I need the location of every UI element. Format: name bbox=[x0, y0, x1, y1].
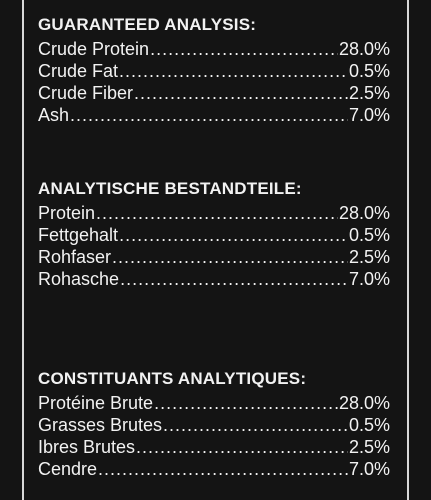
dot-leader bbox=[120, 268, 348, 290]
row-value: 0.5% bbox=[348, 61, 390, 81]
row-value: 2.5% bbox=[348, 247, 390, 267]
dot-leader bbox=[70, 104, 348, 126]
row-label: Cendre bbox=[38, 459, 98, 479]
row-label: Fettgehalt bbox=[38, 225, 119, 245]
analysis-row: Grasses Brutes 0.5% bbox=[38, 414, 390, 436]
row-value: 2.5% bbox=[348, 83, 390, 103]
row-value: 7.0% bbox=[348, 459, 390, 479]
row-value: 7.0% bbox=[348, 105, 390, 125]
row-label: Ash bbox=[38, 105, 70, 125]
dot-leader bbox=[150, 38, 338, 60]
section-title: GUARANTEED ANALYSIS: bbox=[38, 15, 257, 34]
row-value: 0.5% bbox=[348, 225, 390, 245]
analysis-row: Protéine Brute 28.0% bbox=[38, 392, 390, 414]
dot-leader bbox=[119, 60, 348, 82]
row-value: 28.0% bbox=[338, 39, 390, 59]
analysis-row: Rohasche 7.0% bbox=[38, 268, 390, 290]
row-label: Rohfaser bbox=[38, 247, 112, 267]
section-title: CONSTITUANTS ANALYTIQUES: bbox=[38, 369, 307, 388]
dot-leader bbox=[136, 436, 348, 458]
row-value: 28.0% bbox=[338, 203, 390, 223]
right-border-line bbox=[407, 0, 409, 500]
row-value: 2.5% bbox=[348, 437, 390, 457]
row-label: Ibres Brutes bbox=[38, 437, 136, 457]
analysis-row: Crude Fiber 2.5% bbox=[38, 82, 390, 104]
dot-leader bbox=[154, 392, 338, 414]
constituants-analytiques-section: CONSTITUANTS ANALYTIQUES: Protéine Brute… bbox=[38, 368, 390, 480]
row-label: Crude Fat bbox=[38, 61, 119, 81]
dot-leader bbox=[112, 246, 348, 268]
dot-leader bbox=[119, 224, 348, 246]
dot-leader bbox=[98, 458, 348, 480]
guaranteed-analysis-section: GUARANTEED ANALYSIS: Crude Protein 28.0%… bbox=[38, 14, 390, 126]
row-label: Crude Protein bbox=[38, 39, 150, 59]
row-value: 7.0% bbox=[348, 269, 390, 289]
left-border-line bbox=[22, 0, 24, 500]
dot-leader bbox=[134, 82, 348, 104]
analysis-row: Ash 7.0% bbox=[38, 104, 390, 126]
row-label: Crude Fiber bbox=[38, 83, 134, 103]
row-value: 28.0% bbox=[338, 393, 390, 413]
dot-leader bbox=[96, 202, 338, 224]
analysis-row: Crude Protein 28.0% bbox=[38, 38, 390, 60]
analysis-row: Fettgehalt 0.5% bbox=[38, 224, 390, 246]
row-label: Protéine Brute bbox=[38, 393, 154, 413]
analysis-row: Ibres Brutes 2.5% bbox=[38, 436, 390, 458]
row-label: Protein bbox=[38, 203, 96, 223]
analysis-row: Crude Fat 0.5% bbox=[38, 60, 390, 82]
row-label: Rohasche bbox=[38, 269, 120, 289]
dot-leader bbox=[163, 414, 348, 436]
row-value: 0.5% bbox=[348, 415, 390, 435]
analysis-row: Cendre 7.0% bbox=[38, 458, 390, 480]
row-label: Grasses Brutes bbox=[38, 415, 163, 435]
analytische-bestandteile-section: ANALYTISCHE BESTANDTEILE: Protein 28.0% … bbox=[38, 178, 390, 290]
analysis-row: Rohfaser 2.5% bbox=[38, 246, 390, 268]
section-title: ANALYTISCHE BESTANDTEILE: bbox=[38, 179, 302, 198]
analysis-row: Protein 28.0% bbox=[38, 202, 390, 224]
